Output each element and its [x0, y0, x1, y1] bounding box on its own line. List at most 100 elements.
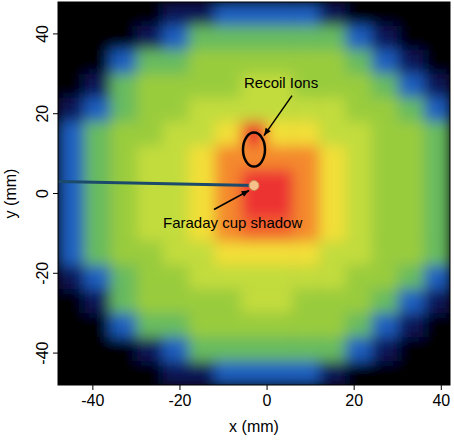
cell: [424, 241, 450, 265]
cell: [215, 122, 242, 146]
cell: [424, 146, 450, 170]
annotations: Recoil IonsFaraday cup shadow: [163, 74, 318, 231]
y-tick: [53, 113, 58, 114]
cell: [267, 241, 294, 265]
cell: [215, 2, 242, 26]
cell: [293, 313, 320, 337]
cell: [163, 98, 190, 122]
cell: [372, 26, 399, 50]
cell: [58, 337, 85, 361]
cell: [372, 74, 399, 98]
cell: [84, 313, 111, 337]
x-tick: [354, 385, 355, 390]
plot-area: [58, 2, 450, 385]
cell: [267, 289, 294, 313]
cell: [163, 2, 190, 26]
cell: [110, 2, 137, 26]
cell: [136, 98, 163, 122]
cell: [267, 170, 294, 194]
cell: [136, 361, 163, 385]
cell: [398, 26, 425, 50]
cell: [84, 74, 111, 98]
cell: [163, 361, 190, 385]
shadow-line: [58, 182, 254, 186]
cell: [424, 289, 450, 313]
cell: [372, 122, 399, 146]
cell: [398, 241, 425, 265]
cell: [319, 122, 346, 146]
cell: [163, 122, 190, 146]
cell: [424, 98, 450, 122]
cell: [189, 289, 216, 313]
cell: [241, 98, 268, 122]
cell: [84, 289, 111, 313]
cell: [58, 289, 85, 313]
cell: [136, 241, 163, 265]
cell: [372, 98, 399, 122]
y-tick-label: 20: [34, 105, 51, 123]
cell: [136, 122, 163, 146]
cell: [372, 146, 399, 170]
cell: [163, 146, 190, 170]
annotation-ellipse: [243, 133, 265, 167]
cell: [372, 241, 399, 265]
cell: [215, 337, 242, 361]
arrow-line: [214, 191, 249, 210]
cell: [215, 289, 242, 313]
cell: [267, 313, 294, 337]
cell: [58, 265, 85, 289]
cell: [398, 313, 425, 337]
cell: [110, 50, 137, 74]
x-tick: [92, 385, 93, 390]
cell: [293, 2, 320, 26]
cell: [163, 289, 190, 313]
cell: [189, 361, 216, 385]
cell: [398, 361, 425, 385]
cell: [241, 289, 268, 313]
cell: [110, 361, 137, 385]
cell: [267, 26, 294, 50]
cell: [293, 50, 320, 74]
cell: [372, 361, 399, 385]
cell: [215, 98, 242, 122]
cell: [110, 241, 137, 265]
cell: [189, 170, 216, 194]
plot-frame: [58, 2, 450, 385]
cell: [241, 170, 268, 194]
arrow-line: [264, 96, 292, 136]
cell: [345, 289, 372, 313]
y-axis-title: y (mm): [2, 169, 19, 219]
cell: [319, 337, 346, 361]
cell: [163, 265, 190, 289]
cell: [215, 313, 242, 337]
cell: [58, 2, 85, 26]
cell: [136, 217, 163, 241]
cell: [319, 361, 346, 385]
cell: [163, 170, 190, 194]
cell: [110, 26, 137, 50]
y-tick-label: -20: [34, 262, 51, 285]
cell: [293, 265, 320, 289]
cell: [372, 194, 399, 218]
cell: [189, 98, 216, 122]
cell: [372, 289, 399, 313]
cell: [424, 170, 450, 194]
cell: [267, 98, 294, 122]
cell: [424, 217, 450, 241]
cell: [84, 122, 111, 146]
cell: [319, 313, 346, 337]
cell: [136, 337, 163, 361]
cell: [372, 337, 399, 361]
cell: [319, 217, 346, 241]
cell: [58, 74, 85, 98]
cell: [398, 98, 425, 122]
cell: [58, 361, 85, 385]
cell: [110, 217, 137, 241]
cell: [189, 2, 216, 26]
cell: [163, 74, 190, 98]
cell: [398, 170, 425, 194]
cell: [319, 241, 346, 265]
cell: [189, 50, 216, 74]
cell: [189, 146, 216, 170]
cell: [424, 122, 450, 146]
